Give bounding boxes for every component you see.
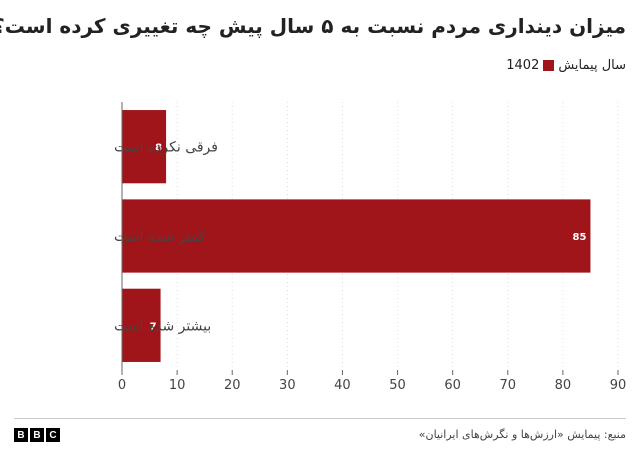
category-label: کمتر شده است	[114, 229, 206, 245]
data-label: 8	[155, 143, 162, 154]
x-tick-label: 70	[500, 378, 517, 393]
x-tick-label: 20	[224, 378, 241, 393]
source-note: منبع: پیمایش «ارزش‌ها و نگرش‌های ایرانیا…	[418, 428, 626, 441]
x-tick-label: 10	[169, 378, 186, 393]
x-tick-label: 80	[555, 378, 572, 393]
category-label: بیشتر شده است	[114, 318, 211, 334]
footer-divider	[14, 418, 626, 419]
legend-label: سال پیمایش	[558, 58, 626, 73]
legend-year: 1402	[506, 58, 540, 73]
chart-title: میزان دینداری مردم نسبت به ۵ سال پیش چه …	[0, 14, 626, 38]
data-label: 85	[573, 232, 587, 243]
data-label: 7	[150, 321, 157, 332]
x-tick-label: 60	[444, 378, 461, 393]
bar	[122, 288, 161, 362]
bbc-logo-letter-2: B	[30, 428, 44, 442]
legend: سال پیمایش 1402	[506, 58, 626, 73]
bar	[122, 110, 167, 184]
category-label: فرقی نکرده است	[114, 140, 218, 156]
bars: 8 85 7	[122, 110, 591, 362]
grid-lines	[176, 102, 619, 370]
x-tick-label: 40	[334, 378, 351, 393]
x-axis-ticks: 0 10 20 30 40 50 60 70 80 90	[118, 370, 626, 393]
bbc-logo: B B C	[14, 428, 60, 442]
bbc-logo-letter-1: B	[14, 428, 28, 442]
bbc-logo-letter-3: C	[46, 428, 60, 442]
category-labels: فرقی نکرده است کمتر شده است بیشتر شده است	[114, 140, 218, 335]
bar	[122, 199, 591, 273]
x-tick-label: 90	[610, 378, 627, 393]
x-tick-label: 30	[279, 378, 296, 393]
legend-swatch	[543, 60, 555, 71]
x-tick-label: 50	[389, 378, 406, 393]
x-tick-label: 0	[118, 378, 126, 393]
